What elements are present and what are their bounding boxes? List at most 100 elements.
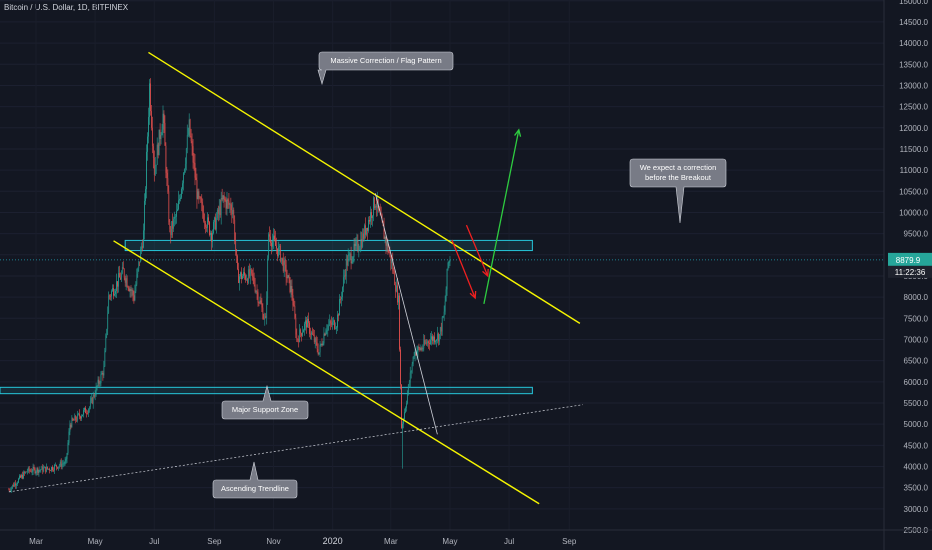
candle-body	[59, 461, 61, 466]
candle-body	[122, 266, 124, 270]
candle-body	[422, 348, 424, 350]
candle-body	[351, 261, 353, 264]
candle-body	[130, 289, 132, 291]
candle-body	[279, 245, 281, 262]
flag-pattern-callout: Massive Correction / Flag Pattern	[317, 51, 454, 86]
candle-body	[354, 243, 356, 246]
candle-body	[383, 226, 385, 239]
candle-body	[339, 299, 340, 316]
candle-body	[22, 475, 23, 479]
y-tick-label: 12500.0	[899, 103, 928, 112]
candle-body	[324, 333, 326, 336]
candle-body	[317, 349, 319, 355]
candle-body	[278, 247, 279, 257]
candle-body	[212, 233, 213, 242]
candle-body	[227, 199, 229, 201]
candle-body	[328, 324, 330, 326]
candle-body	[300, 329, 302, 334]
candle-body	[208, 217, 209, 223]
candle-body	[436, 339, 437, 342]
candle-body	[204, 221, 206, 223]
candle-body	[433, 336, 434, 341]
arrow-shaft	[465, 224, 489, 277]
candle-body	[195, 177, 197, 181]
candle-body	[209, 222, 210, 235]
candle-body	[13, 484, 15, 487]
candle-body	[287, 275, 289, 279]
candle-body	[414, 351, 416, 357]
candle-body	[263, 318, 265, 320]
candle-body	[159, 129, 161, 139]
candle-body	[283, 260, 285, 272]
candle-body	[148, 117, 149, 137]
candle-body	[288, 275, 290, 278]
candle-body	[93, 394, 95, 397]
candle-body	[181, 188, 182, 198]
candle-body	[37, 468, 39, 473]
candle-body	[367, 227, 368, 231]
candle-body	[215, 218, 217, 230]
candle-body	[127, 286, 129, 289]
arrow-head	[514, 128, 522, 137]
candle-body	[216, 209, 218, 219]
candle-body	[231, 210, 233, 215]
x-tick-label: 2020	[323, 536, 343, 546]
candle-body	[220, 197, 222, 216]
candle-body	[47, 466, 48, 469]
candle-body	[18, 478, 19, 483]
candle-body	[104, 350, 106, 367]
countdown-tag	[888, 265, 932, 278]
candle-body	[385, 236, 387, 246]
candle-body	[217, 209, 219, 214]
candle-body	[260, 300, 262, 305]
candle-body	[27, 467, 29, 472]
candle-body	[72, 418, 74, 421]
x-tick-label: Nov	[266, 537, 280, 546]
candle-body	[100, 374, 102, 384]
red-projection-arrow-2	[465, 224, 489, 278]
candle-body	[102, 373, 104, 376]
candle-body	[39, 469, 41, 471]
candle-body	[108, 295, 110, 314]
candle-body	[277, 248, 278, 257]
candle-body	[182, 183, 183, 189]
candle-body	[101, 373, 103, 375]
candle-body	[154, 165, 156, 175]
candle-body	[183, 169, 185, 174]
candle-body	[350, 253, 352, 264]
candle-body	[247, 269, 249, 283]
candle-body	[200, 197, 202, 202]
candle-body	[374, 205, 376, 209]
candle-body	[78, 413, 80, 415]
candle-body	[90, 397, 92, 402]
callout-text: We expect a correction	[640, 163, 717, 172]
candle-body	[14, 483, 16, 487]
candle-body	[177, 209, 178, 211]
candle-body	[429, 343, 430, 345]
candle-body	[264, 316, 266, 319]
candle-body	[152, 146, 154, 159]
candle-body	[428, 341, 429, 344]
candle-body	[265, 316, 267, 318]
candle-body	[121, 266, 123, 274]
candle-body	[371, 212, 372, 219]
candle-body	[221, 197, 223, 200]
candle-body	[296, 334, 298, 339]
candle-body	[8, 489, 10, 491]
candle-body	[126, 278, 128, 287]
chart-title: Bitcoin / U.S. Dollar, 1D, BITFINEX	[4, 3, 129, 12]
candle-body	[210, 232, 211, 235]
candle-body	[60, 461, 62, 467]
callout-box	[212, 461, 298, 499]
candle-body	[274, 235, 275, 240]
candle-body	[341, 297, 342, 300]
candle-body	[336, 327, 337, 329]
candle-body	[396, 285, 397, 292]
candle-body	[297, 338, 299, 340]
candle-body	[53, 470, 54, 471]
candle-body	[391, 260, 393, 264]
y-tick-label: 11000.0	[900, 166, 929, 175]
candle-body	[387, 242, 389, 253]
candle-body	[334, 320, 335, 329]
